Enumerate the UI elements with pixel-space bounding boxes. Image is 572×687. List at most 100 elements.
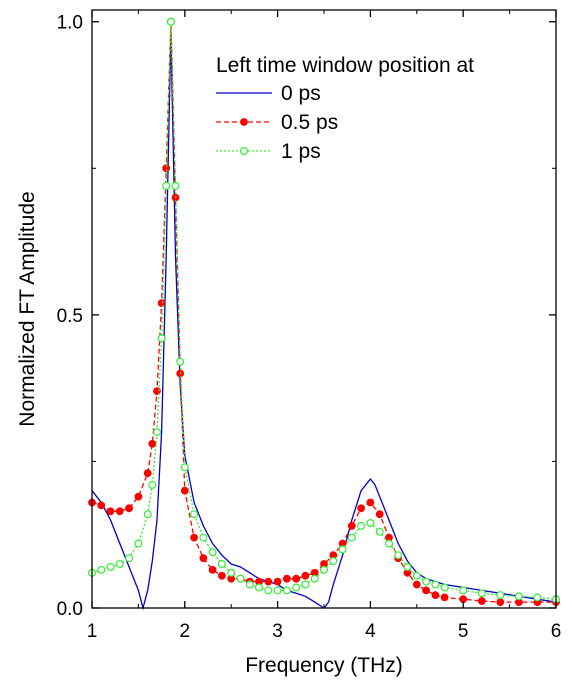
x-tick-label: 6 [551, 621, 562, 642]
legend-entries: 0 ps 0.5 ps 1 ps [216, 82, 338, 163]
data-point [338, 545, 347, 554]
data-point [166, 17, 175, 26]
data-point [134, 492, 143, 501]
data-point [533, 593, 542, 602]
data-point [412, 580, 421, 589]
data-point [375, 527, 384, 536]
data-point [357, 521, 366, 530]
legend-entry-1: 0.5 ps [216, 111, 338, 134]
data-point [394, 551, 403, 560]
data-point [217, 559, 226, 568]
y-axis-title: Normalized FT Amplitude [16, 191, 39, 426]
y-tick-label: 1.0 [57, 13, 83, 34]
legend-label: 0.5 ps [281, 111, 338, 134]
data-point [97, 501, 106, 510]
data-point [125, 504, 134, 513]
data-point [347, 533, 356, 542]
data-point [190, 533, 199, 542]
data-point [477, 597, 486, 605]
x-tick-label: 5 [458, 621, 469, 642]
data-point [431, 591, 440, 599]
data-point [292, 583, 301, 592]
data-point [282, 586, 291, 595]
data-point [106, 562, 115, 571]
data-point [422, 586, 431, 595]
data-point [273, 586, 282, 595]
x-tick-label: 2 [180, 621, 191, 642]
data-point [347, 522, 356, 530]
data-point [366, 518, 375, 527]
data-point [283, 574, 291, 583]
data-point [199, 533, 208, 542]
series-0 [91, 33, 557, 611]
data-point [162, 181, 171, 190]
x-tick-label: 3 [272, 621, 283, 642]
data-point [227, 568, 236, 577]
data-point [157, 299, 166, 308]
data-point [199, 554, 208, 563]
data-point [245, 580, 254, 589]
data-point [514, 592, 523, 601]
data-point [422, 577, 431, 586]
data-point [148, 439, 157, 448]
data-point [329, 557, 338, 566]
data-point [496, 591, 505, 600]
legend-label: 1 ps [281, 140, 321, 163]
series-layer [87, 17, 560, 611]
data-point [264, 577, 273, 586]
data-point [153, 428, 162, 437]
series-line [91, 33, 557, 611]
legend: Left time window position at 0 ps 0.5 ps 1… [216, 54, 474, 163]
data-point [431, 580, 440, 589]
legend-entry-2: 1 ps [216, 140, 321, 163]
data-point [190, 510, 199, 519]
data-point [412, 571, 421, 580]
data-point [180, 486, 189, 495]
y-tick-label: 0.0 [57, 599, 83, 620]
data-point [106, 507, 115, 516]
data-point [357, 504, 366, 513]
data-point [403, 562, 412, 571]
data-point [157, 334, 166, 343]
data-point [143, 469, 152, 478]
data-point [440, 593, 449, 602]
data-point [218, 571, 226, 580]
data-point [148, 480, 157, 489]
legend-label: 0 ps [281, 82, 321, 105]
data-point [255, 583, 264, 592]
series-2 [87, 17, 560, 604]
legend-entry-0: 0 ps [216, 82, 321, 105]
data-point [134, 539, 143, 548]
data-point [310, 574, 319, 583]
data-point [375, 510, 384, 519]
data-point [320, 565, 329, 574]
x-tick-label: 4 [365, 621, 376, 642]
data-point [385, 539, 394, 548]
series-line [91, 21, 556, 603]
data-point [176, 357, 185, 366]
data-point [459, 586, 468, 595]
legend-title: Left time window position at [216, 54, 474, 77]
data-point [171, 181, 180, 190]
data-point [366, 498, 375, 507]
data-point [301, 571, 310, 580]
data-point [125, 554, 134, 563]
data-point [236, 574, 245, 583]
data-point [143, 510, 152, 519]
y-tick-label: 0.5 [57, 306, 83, 327]
data-point [477, 589, 486, 598]
data-point [292, 574, 301, 583]
data-point [440, 583, 449, 592]
data-point [496, 598, 505, 606]
data-point [264, 586, 273, 595]
legend-marker [240, 118, 248, 126]
ticks-layer [91, 10, 557, 609]
series-1 [88, 17, 560, 606]
data-point [273, 577, 282, 586]
data-point [115, 559, 124, 568]
data-point [162, 164, 171, 173]
legend-marker [240, 147, 249, 156]
data-point [208, 566, 217, 574]
x-tick-label: 1 [87, 621, 98, 642]
